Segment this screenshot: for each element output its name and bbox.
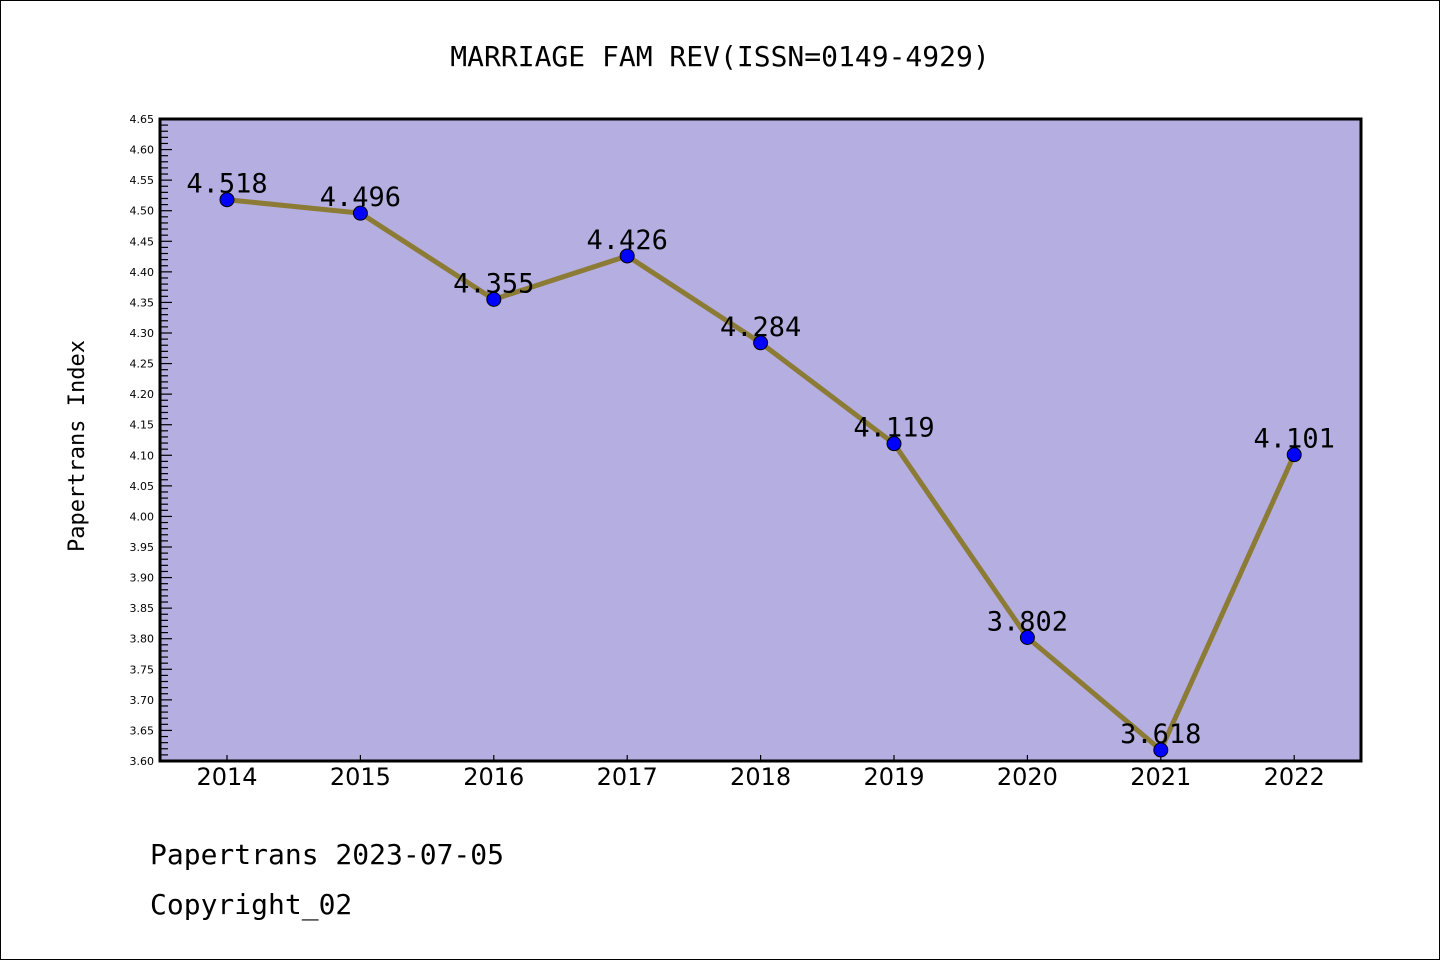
data-label: 4.518 bbox=[186, 169, 267, 200]
data-point bbox=[1019, 629, 1035, 645]
data-label: 4.119 bbox=[853, 413, 934, 444]
chart-title: MARRIAGE FAM REV(ISSN=0149-4929) bbox=[450, 40, 989, 73]
x-tick-label: 2019 bbox=[863, 763, 924, 791]
y-tick-label: 4.00 bbox=[130, 510, 155, 523]
y-tick-label: 3.70 bbox=[130, 694, 155, 707]
y-tick-label: 4.10 bbox=[130, 449, 155, 462]
y-tick-label: 4.60 bbox=[130, 144, 155, 157]
data-point bbox=[1153, 742, 1169, 758]
footer-copyright: Copyright_02 bbox=[150, 888, 352, 922]
y-tick-label: 4.35 bbox=[130, 296, 155, 309]
x-tick-label: 2016 bbox=[463, 763, 524, 791]
data-label: 3.802 bbox=[987, 606, 1068, 637]
y-tick-label: 4.40 bbox=[130, 266, 155, 279]
y-tick-label: 4.65 bbox=[130, 113, 155, 126]
data-point bbox=[1286, 447, 1302, 463]
x-tick-label: 2014 bbox=[196, 763, 257, 791]
data-label: 4.284 bbox=[720, 312, 801, 343]
y-tick-label: 3.90 bbox=[130, 572, 155, 585]
x-tick-label: 2015 bbox=[330, 763, 391, 791]
data-label: 4.101 bbox=[1254, 424, 1335, 455]
y-tick-label: 4.05 bbox=[130, 480, 155, 493]
data-point bbox=[753, 335, 769, 351]
data-point bbox=[352, 205, 368, 221]
data-label: 4.426 bbox=[587, 225, 668, 256]
y-tick-label: 3.65 bbox=[130, 724, 155, 737]
y-tick-label: 3.80 bbox=[130, 633, 155, 646]
footer-date: Papertrans 2023-07-05 bbox=[150, 838, 504, 871]
y-tick-label: 4.25 bbox=[130, 358, 155, 371]
data-point bbox=[219, 192, 235, 208]
y-tick-label: 4.45 bbox=[130, 235, 155, 248]
y-tick-label: 3.60 bbox=[130, 755, 155, 768]
data-label: 3.618 bbox=[1120, 719, 1201, 750]
data-point bbox=[486, 291, 502, 307]
data-point bbox=[886, 436, 902, 452]
y-tick-label: 3.95 bbox=[130, 541, 155, 554]
data-point bbox=[619, 248, 635, 264]
x-tick-label: 2022 bbox=[1264, 763, 1325, 791]
y-tick-label: 4.50 bbox=[130, 205, 155, 218]
y-tick-label: 4.55 bbox=[130, 174, 155, 187]
x-tick-label: 2018 bbox=[730, 763, 791, 791]
y-tick-label: 4.20 bbox=[130, 388, 155, 401]
y-tick-label: 3.85 bbox=[130, 602, 155, 615]
y-tick-label: 4.30 bbox=[130, 327, 155, 340]
y-axis-label: Papertrans Index bbox=[65, 340, 90, 552]
x-tick-label: 2020 bbox=[997, 763, 1058, 791]
x-tick-label: 2021 bbox=[1130, 763, 1191, 791]
y-tick-label: 3.75 bbox=[130, 663, 155, 676]
plot-border bbox=[158, 117, 1363, 763]
y-tick-label: 4.15 bbox=[130, 419, 155, 432]
x-tick-label: 2017 bbox=[597, 763, 658, 791]
plot-area bbox=[160, 119, 1361, 761]
data-label: 4.496 bbox=[320, 182, 401, 213]
data-label: 4.355 bbox=[453, 268, 534, 299]
